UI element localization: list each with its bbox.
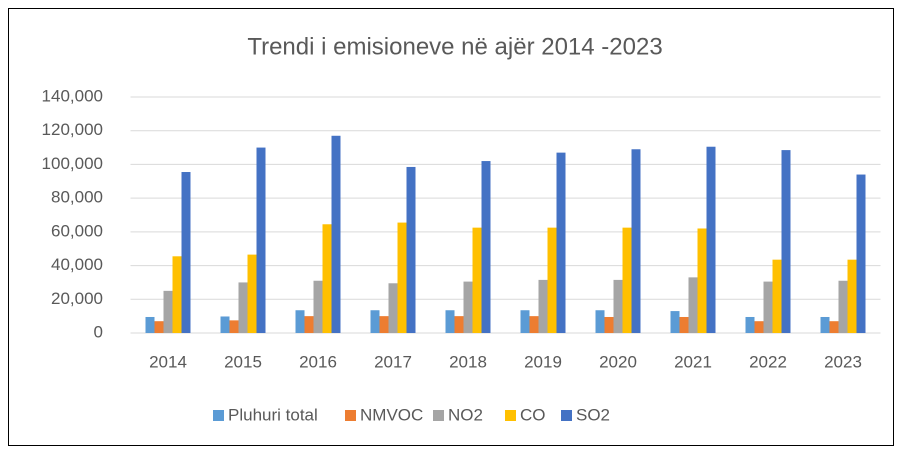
y-tick-label: 60,000 (51, 221, 103, 240)
bar (397, 222, 407, 333)
legend-label: Pluhuri total (228, 405, 318, 424)
bar (820, 316, 830, 333)
x-tick-label: 2016 (299, 352, 337, 371)
bar (829, 321, 839, 333)
bar (481, 161, 491, 333)
bar (295, 310, 305, 333)
bar (322, 224, 332, 333)
bar (520, 310, 530, 333)
bar (772, 259, 782, 333)
bar (154, 321, 164, 333)
x-tick-label: 2019 (524, 352, 562, 371)
bar (370, 310, 380, 333)
bar (529, 316, 539, 333)
chart-frame (8, 8, 894, 446)
bar (838, 280, 848, 333)
legend-label: CO (520, 405, 546, 424)
bar (220, 316, 230, 333)
x-tick-label: 2015 (224, 352, 262, 371)
bar (247, 254, 257, 333)
bar (172, 256, 182, 333)
y-tick-label: 120,000 (42, 120, 103, 139)
bar (745, 316, 755, 333)
x-tick-label: 2020 (599, 352, 637, 371)
legend-swatch (433, 410, 444, 421)
bar (688, 277, 698, 333)
bar (679, 316, 689, 333)
bar (754, 321, 764, 333)
bar (631, 149, 641, 333)
y-tick-label: 100,000 (42, 154, 103, 173)
bar (145, 316, 155, 333)
bar (181, 172, 191, 333)
x-tick-label: 2014 (149, 352, 187, 371)
bar (304, 316, 314, 333)
bar (229, 320, 239, 333)
bar (163, 290, 173, 333)
bar (595, 310, 605, 333)
bar (547, 227, 557, 333)
y-tick-label: 140,000 (42, 86, 103, 105)
y-tick-label: 0 (94, 322, 103, 341)
x-tick-label: 2022 (749, 352, 787, 371)
bar (781, 150, 791, 333)
bar (463, 281, 473, 333)
bar (379, 316, 389, 333)
bar (445, 310, 455, 333)
legend-swatch (505, 410, 516, 421)
x-tick-label: 2018 (449, 352, 487, 371)
legend-swatch (345, 410, 356, 421)
bar (331, 135, 341, 333)
bar (613, 279, 623, 333)
bar (556, 152, 566, 333)
chart-title: Trendi i emisioneve në ajër 2014 -2023 (247, 33, 662, 60)
bar (256, 147, 266, 333)
legend-swatch (213, 410, 224, 421)
bar (454, 316, 464, 333)
bar (472, 227, 482, 333)
x-tick-label: 2017 (374, 352, 412, 371)
bar (697, 228, 707, 333)
bar (238, 282, 248, 333)
bar (622, 227, 632, 333)
x-tick-label: 2023 (824, 352, 862, 371)
bar (604, 316, 614, 333)
y-tick-label: 20,000 (51, 289, 103, 308)
legend-label: NO2 (448, 405, 483, 424)
bar (847, 259, 857, 333)
bar (406, 166, 416, 333)
bar (538, 279, 548, 333)
y-tick-label: 40,000 (51, 255, 103, 274)
legend-label: SO2 (576, 405, 610, 424)
bar (670, 311, 680, 333)
x-tick-label: 2021 (674, 352, 712, 371)
bar (388, 283, 398, 333)
legend-label: NMVOC (360, 405, 423, 424)
bar (856, 174, 866, 333)
y-tick-label: 80,000 (51, 188, 103, 207)
bar (313, 280, 323, 333)
bar (763, 281, 773, 333)
bar (706, 146, 716, 333)
legend-swatch (561, 410, 572, 421)
